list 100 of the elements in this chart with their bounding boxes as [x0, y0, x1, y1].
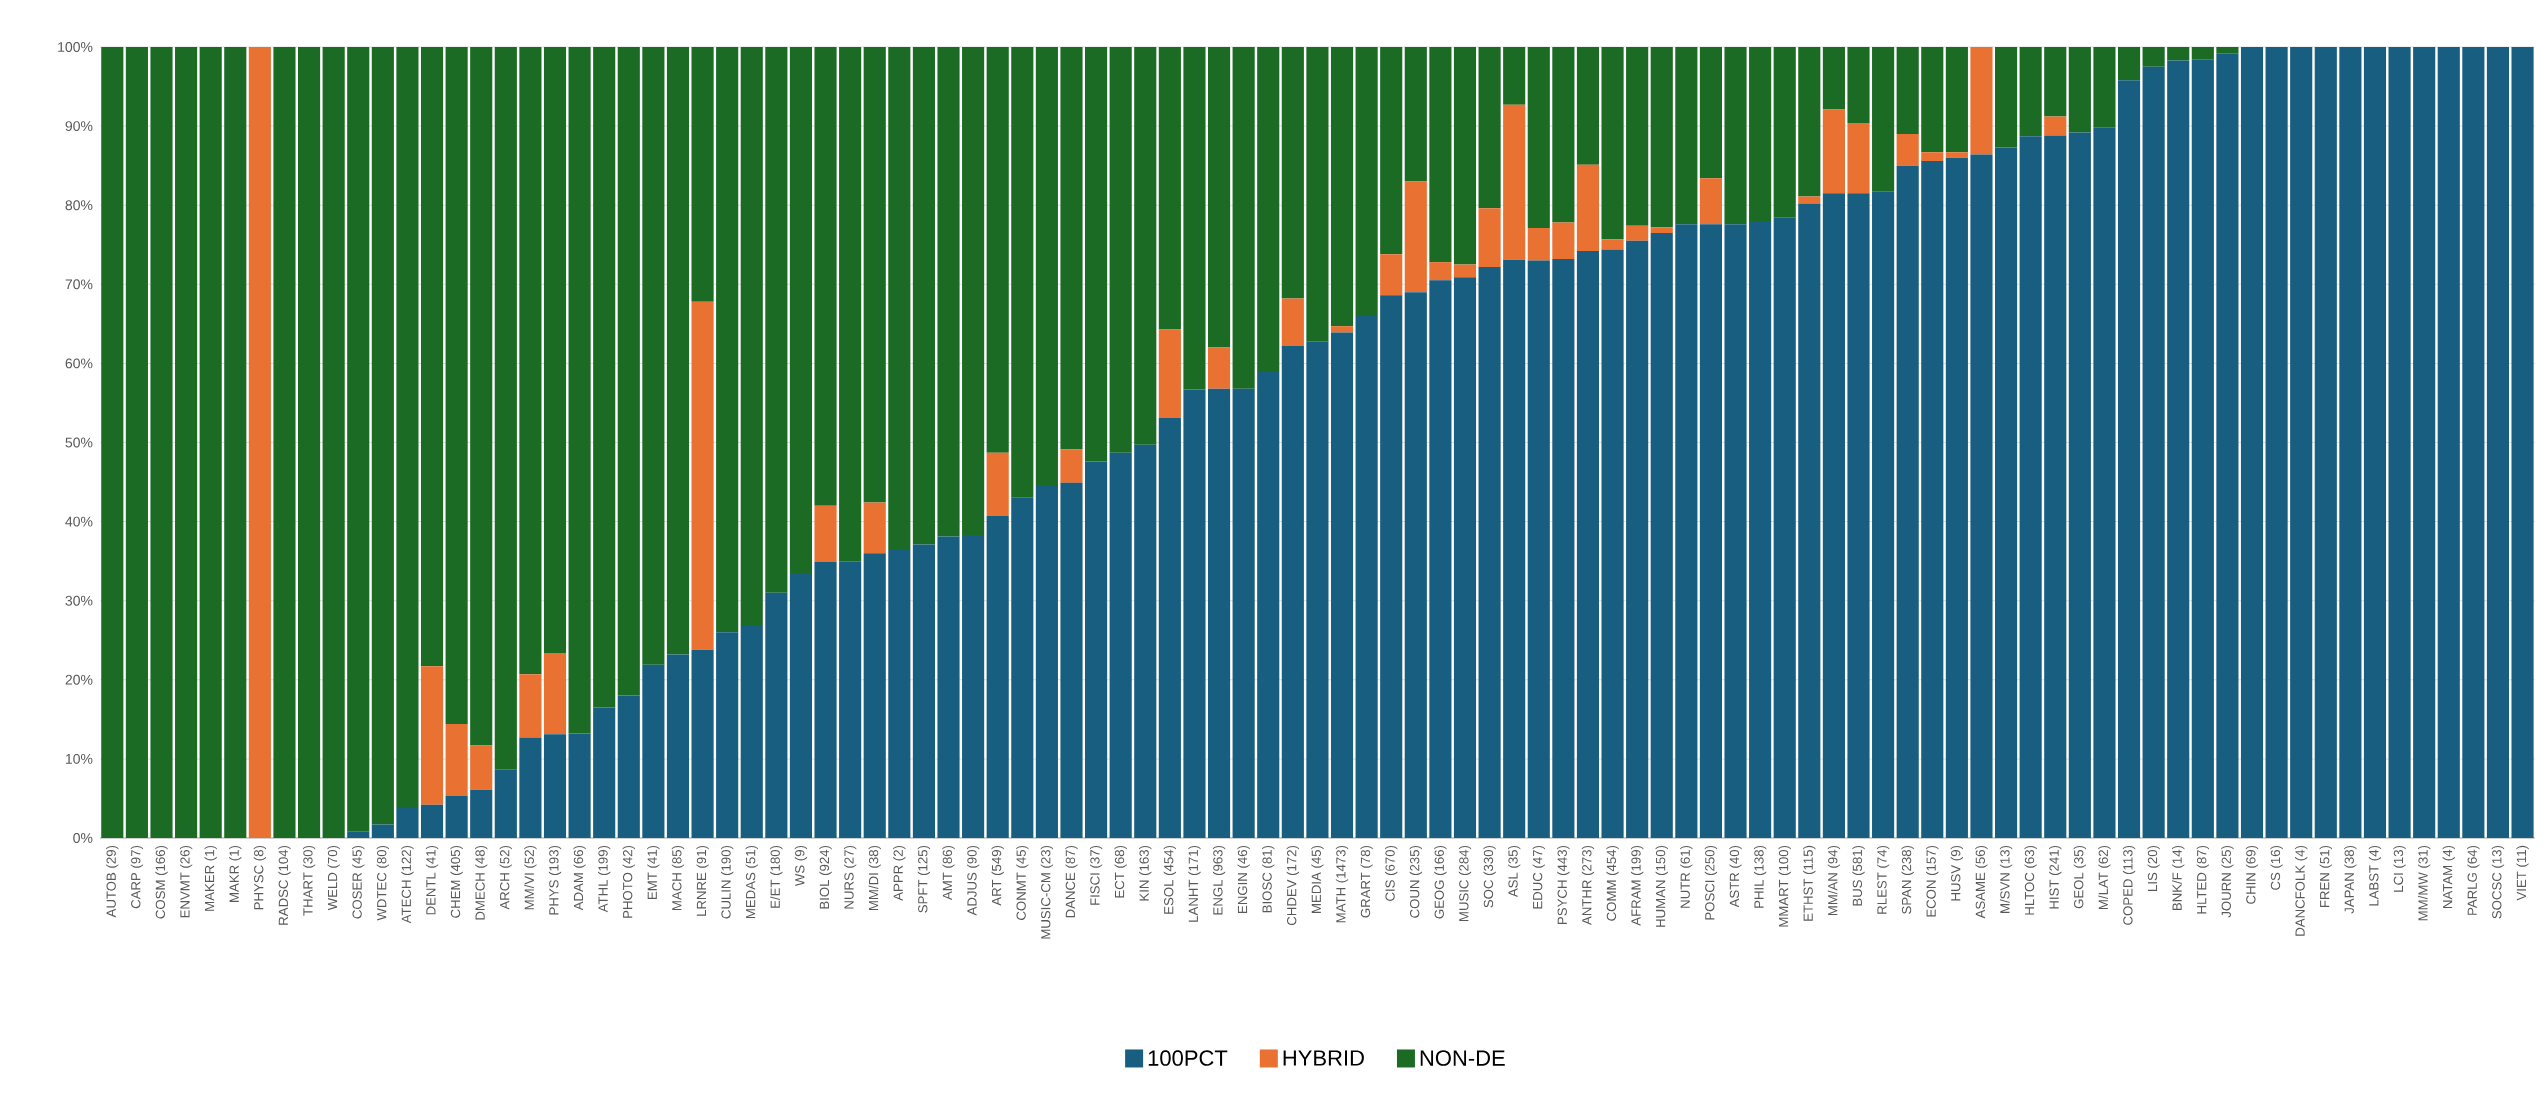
bar	[494, 46, 517, 770]
bar	[371, 46, 394, 825]
bar	[1183, 46, 1206, 390]
bar	[1330, 326, 1354, 333]
bar	[1921, 46, 1944, 153]
x-tick-label: CIS (670)	[1385, 845, 1398, 901]
x-tick-label: JAPAN (38)	[2344, 845, 2357, 914]
bar	[1724, 46, 1747, 225]
x-tick-label: M/LAT (62)	[2098, 845, 2111, 909]
x-tick-label: COUN (235)	[1409, 845, 1422, 918]
bar	[1380, 254, 1403, 296]
bar	[2216, 53, 2239, 838]
bar	[1011, 46, 1034, 498]
bar	[1995, 46, 2018, 148]
bar	[1872, 46, 1895, 192]
bar	[2216, 46, 2239, 54]
x-tick-label: PHYS (193)	[548, 845, 562, 915]
bar	[1503, 46, 1526, 105]
bar	[1453, 46, 1477, 265]
x-tick-label: PARLG (64)	[2467, 845, 2480, 915]
x-tick-label: CONMT (45)	[1016, 845, 1029, 920]
bar	[470, 789, 493, 838]
bar	[1478, 266, 1501, 838]
bar	[1576, 251, 1600, 838]
bar	[1699, 178, 1722, 225]
bar	[470, 46, 493, 746]
bar	[347, 831, 370, 838]
bar	[248, 46, 271, 838]
bar	[1970, 46, 1993, 155]
bar	[1896, 165, 1919, 838]
x-tick-label: ATECH (122)	[401, 845, 414, 924]
bar	[765, 46, 788, 593]
bar	[1306, 341, 1329, 838]
x-tick-label: DANCE (87)	[1065, 845, 1078, 918]
bar	[1453, 264, 1477, 278]
bar	[1134, 444, 1157, 838]
bar	[986, 46, 1009, 453]
bar	[1183, 389, 1206, 838]
bar	[1281, 298, 1304, 346]
x-tick-label: AMT (86)	[942, 845, 955, 901]
bar	[494, 769, 517, 838]
bar	[2167, 60, 2190, 838]
bar	[445, 724, 468, 797]
x-tick-label: ADAM (66)	[573, 845, 586, 911]
bar	[814, 46, 837, 506]
x-tick-label: LIS (20)	[2147, 845, 2160, 891]
x-tick-label: ETHST (115)	[1803, 845, 1816, 921]
x-tick-label: HUMAN (150)	[1655, 845, 1668, 927]
x-tick-label: SOCSC (13)	[2491, 845, 2505, 919]
bar	[1527, 260, 1550, 838]
x-tick-label: ASAME (56)	[1975, 845, 1988, 919]
x-tick-label: EDUC (47)	[1532, 845, 1545, 909]
bar	[2044, 116, 2067, 136]
bar	[519, 674, 542, 738]
x-tick-label: MM/DI (38)	[868, 845, 881, 910]
bar	[150, 46, 173, 838]
x-tick-label: FREN (51)	[2319, 845, 2332, 908]
bar	[1872, 191, 1895, 838]
bar	[986, 452, 1009, 517]
bar	[1503, 259, 1526, 838]
bar	[2068, 46, 2091, 133]
x-tick-label: ASTR (40)	[1729, 845, 1742, 908]
x-tick-label: MACH (85)	[671, 845, 685, 910]
x-tick-label: VIET (11)	[2516, 845, 2529, 901]
y-tick-label: 30%	[65, 595, 93, 606]
x-tick-label: SOC (330)	[1483, 845, 1496, 908]
x-tick-label: MM/VI (52)	[524, 845, 537, 910]
y-tick-label: 0%	[73, 833, 93, 843]
bar	[1060, 482, 1083, 838]
x-tick-label: LCI (13)	[2393, 845, 2406, 892]
bar	[1798, 203, 1821, 838]
bar	[1699, 46, 1722, 179]
bar	[716, 632, 739, 838]
x-tick-label: DMECH (48)	[475, 845, 488, 920]
bar	[2093, 46, 2116, 128]
x-tick-label: ENGIN (46)	[1237, 845, 1250, 913]
bar	[2117, 80, 2141, 838]
bar	[1035, 485, 1058, 838]
bar	[396, 46, 419, 808]
y-tick-label: 60%	[65, 358, 93, 369]
x-tick-label: HLTED (87)	[2196, 845, 2209, 914]
x-tick-label: CHDEV (172)	[1286, 845, 1299, 926]
bar	[1798, 196, 1821, 204]
bar	[691, 46, 714, 302]
x-tick-label: CARP (97)	[130, 845, 144, 909]
bar	[814, 505, 837, 562]
bar	[593, 707, 616, 838]
bar	[962, 535, 985, 838]
bar	[1601, 239, 1624, 250]
bar	[1429, 46, 1452, 263]
bar	[2314, 46, 2337, 838]
x-tick-label: LABST (4)	[2368, 845, 2382, 906]
bar	[1355, 315, 1378, 838]
bar	[543, 652, 567, 735]
bar	[666, 46, 690, 655]
bar	[224, 46, 247, 838]
x-tick-label: DANCFOLK (4)	[2295, 845, 2308, 936]
bar	[1404, 46, 1427, 182]
bar	[789, 573, 813, 838]
bar	[1232, 46, 1255, 389]
